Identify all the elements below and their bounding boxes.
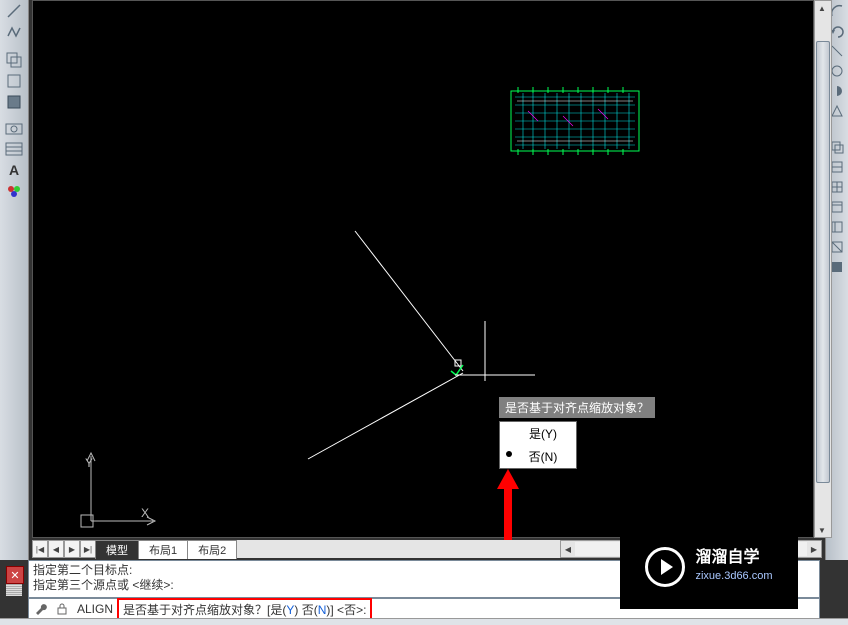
option-yes-label: 是(Y) [529,427,557,441]
rect-overlap-icon[interactable] [3,50,25,70]
cmd-between: ) [294,603,301,617]
drawing-viewport[interactable]: X Y [32,0,814,538]
ucs-y-label: Y [85,456,93,470]
drawn-line-2 [308,373,463,459]
tooltip-text: 是否基于对齐点缩放对象？ [505,401,649,415]
cmd-suffix: )] <否>: [326,603,366,617]
tab-nav-prev[interactable]: ◀ [48,540,64,558]
crosshair [455,321,535,381]
watermark-url: zixue.3d66.com [695,567,772,585]
tab-model[interactable]: 模型 [95,540,139,559]
watermark-title: 溜溜自学 [695,549,772,567]
rect-fill-icon[interactable] [3,92,25,112]
viewport-scrollbar-v[interactable]: ▲ ▼ [814,0,832,538]
cmd-wrench-icon[interactable] [29,599,51,619]
option-selected-bullet [506,451,512,457]
align-options-popup: 是(Y) 否(N) [499,421,577,469]
scroll-right-arrow[interactable]: ▶ [807,542,821,556]
cmd-prefix: 是否基于对齐点缩放对象？[ [123,603,270,617]
cmd-yes-text: 是( [270,603,286,617]
palette-icon[interactable] [3,181,25,201]
scroll-thumb-v[interactable] [816,41,830,483]
left-toolbar: A [0,0,29,560]
table-icon[interactable] [3,139,25,159]
watermark: 溜溜自学 zixue.3d66.com [620,525,798,609]
option-no-label: 否(N) [529,450,558,464]
option-no[interactable]: 否(N) [500,445,576,468]
canvas[interactable]: X Y [33,1,813,537]
cmd-panel-grip[interactable] [6,584,22,596]
cmd-panel-close[interactable]: ✕ [6,566,24,584]
align-prompt-tooltip: 是否基于对齐点缩放对象？ [499,397,655,418]
tab-layout2[interactable]: 布局2 [187,540,237,559]
text-icon[interactable]: A [3,160,25,180]
cmd-no-text: 否( [302,603,318,617]
rect-icon[interactable] [3,71,25,91]
scroll-up-arrow[interactable]: ▲ [815,1,829,15]
ucs-x-label: X [141,506,149,520]
plan-block [511,87,639,155]
command-name: ALIGN [73,602,117,616]
option-yes[interactable]: 是(Y) [500,422,576,445]
polyline-icon[interactable] [3,22,25,42]
tab-nav-first[interactable]: |◀ [32,540,48,558]
scroll-down-arrow[interactable]: ▼ [815,523,829,537]
camera-icon[interactable] [3,118,25,138]
line-icon[interactable] [3,1,25,21]
status-bar [0,618,848,625]
tab-layout1[interactable]: 布局1 [138,540,188,559]
cmd-lock-icon[interactable] [51,599,73,619]
watermark-play-icon [645,547,685,587]
scroll-left-arrow[interactable]: ◀ [561,542,575,556]
tab-nav-next[interactable]: ▶ [64,540,80,558]
drawn-line-1 [355,231,463,371]
tab-nav-last[interactable]: ▶| [80,540,96,558]
